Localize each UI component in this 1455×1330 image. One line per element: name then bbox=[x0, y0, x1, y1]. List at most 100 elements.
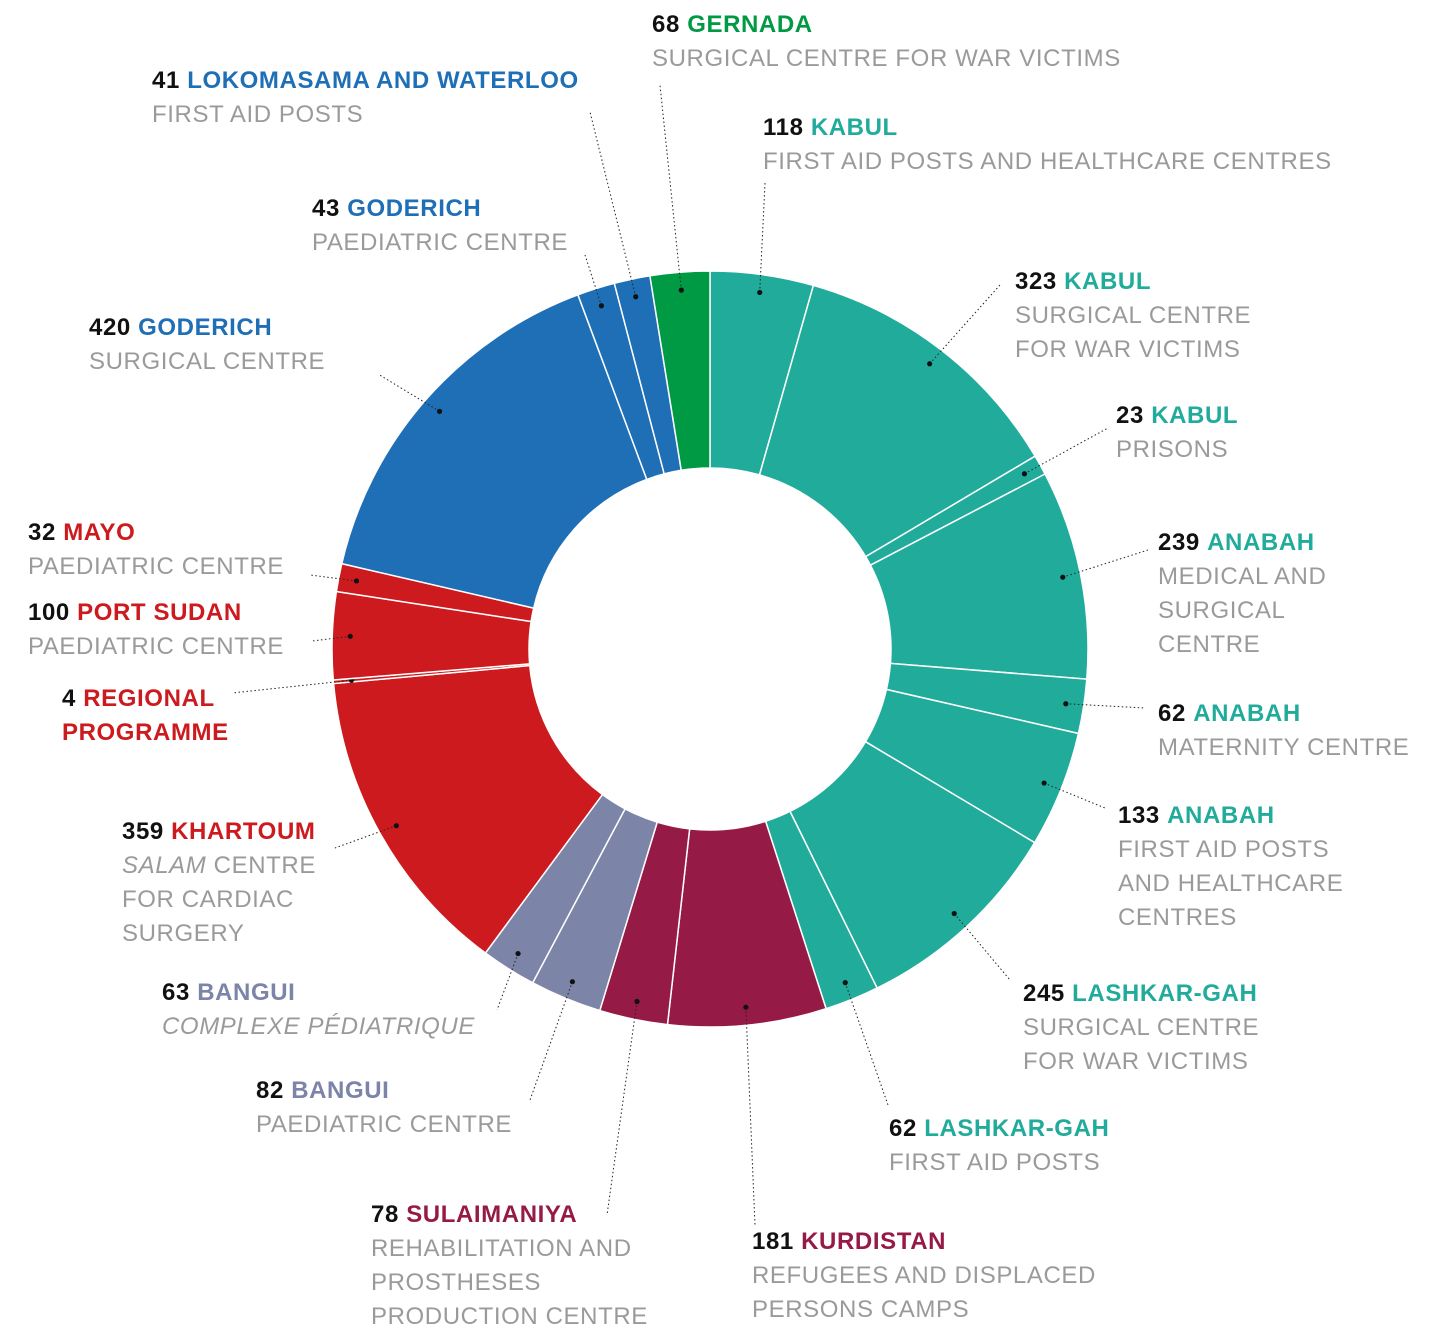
leader-dot bbox=[1041, 780, 1047, 786]
description: FIRST AID POSTS bbox=[889, 1149, 1101, 1176]
leader-line bbox=[745, 1007, 756, 1226]
category-label: KURDISTAN bbox=[801, 1228, 947, 1255]
segment-label: 41 LOKOMASAMA AND WATERLOO FIRST AID POST… bbox=[152, 64, 579, 132]
segment-label: 62 ANABAH MATERNITY CENTRE bbox=[1158, 697, 1409, 765]
leader-line bbox=[606, 1001, 638, 1216]
category-label: ANABAH bbox=[1193, 700, 1301, 727]
description: FIRST AID POSTS AND HEALTHCARE CENTRES bbox=[763, 148, 1332, 175]
category-label: KABUL bbox=[1151, 402, 1239, 429]
segment-label: 420 GODERICH SURGICAL CENTRE bbox=[89, 311, 325, 379]
donut-segment bbox=[649, 270, 711, 472]
description: REHABILITATION AND PROSTHESES PRODUCTION… bbox=[371, 1235, 648, 1330]
value-label: 133 bbox=[1118, 802, 1160, 829]
leader-line bbox=[589, 111, 637, 297]
category-label: SULAIMANIYA bbox=[406, 1201, 578, 1228]
category-label: KHARTOUM bbox=[171, 818, 316, 845]
category-label: REGIONAL PROGRAMME bbox=[62, 685, 229, 746]
value-label: 245 bbox=[1023, 980, 1065, 1007]
segment-label: 133 ANABAH FIRST AID POSTS AND HEALTHCARE… bbox=[1118, 799, 1368, 935]
segment-label: 63 BANGUI COMPLEXE PÉDIATRIQUE bbox=[162, 976, 475, 1044]
leader-dot bbox=[633, 294, 639, 300]
segment-label: 100 PORT SUDAN PAEDIATRIC CENTRE bbox=[28, 596, 284, 664]
value-label: 41 bbox=[152, 67, 180, 94]
leader-line bbox=[1062, 549, 1149, 578]
leader-line bbox=[311, 635, 351, 642]
segment-label: 181 KURDISTAN REFUGEES AND DISPLACED PERS… bbox=[752, 1225, 1132, 1327]
category-label: GERNADA bbox=[687, 11, 813, 38]
leader-line bbox=[1065, 703, 1146, 709]
segment-label: 118 KABUL FIRST AID POSTS AND HEALTHCARE … bbox=[763, 111, 1332, 179]
leader-dot bbox=[436, 408, 443, 414]
segment-label: 245 LASHKAR-GAH SURGICAL CENTRE FOR WAR V… bbox=[1023, 977, 1288, 1079]
leader-dot bbox=[1060, 574, 1066, 580]
description: SURGICAL CENTRE FOR WAR VICTIMS bbox=[1015, 302, 1252, 363]
category-label: LASHKAR-GAH bbox=[1072, 980, 1258, 1007]
leader-line bbox=[584, 254, 602, 306]
leader-line bbox=[529, 981, 573, 1101]
leader-line bbox=[844, 982, 889, 1106]
leader-dot bbox=[842, 980, 848, 986]
value-label: 68 bbox=[652, 11, 680, 38]
leader-line bbox=[1043, 782, 1106, 809]
leader-line bbox=[953, 913, 1011, 981]
segment-label: 32 MAYO PAEDIATRIC CENTRE bbox=[28, 516, 284, 584]
leader-dot bbox=[927, 361, 933, 367]
leader-dot bbox=[515, 950, 521, 957]
category-label: GODERICH bbox=[347, 195, 482, 222]
value-label: 181 bbox=[752, 1228, 794, 1255]
value-label: 323 bbox=[1015, 268, 1057, 295]
leader-line bbox=[377, 373, 440, 412]
category-label: KABUL bbox=[810, 114, 898, 141]
leader-dot bbox=[598, 303, 605, 309]
leader-line bbox=[231, 679, 352, 694]
segment-label: 323 KABUL SURGICAL CENTRE FOR WAR VICTIMS bbox=[1015, 265, 1275, 367]
value-label: 23 bbox=[1116, 402, 1144, 429]
segment-label: 359 KHARTOUM SALAM CENTRE FOR CARDIAC SUR… bbox=[122, 815, 337, 951]
category-label: ANABAH bbox=[1167, 802, 1275, 829]
segment-label: 62 LASHKAR-GAH FIRST AID POSTS bbox=[889, 1112, 1109, 1180]
leader-dot bbox=[757, 289, 763, 296]
category-label: LASHKAR-GAH bbox=[924, 1115, 1110, 1142]
leader-line bbox=[334, 825, 397, 849]
description: PRISONS bbox=[1116, 436, 1229, 463]
value-label: 78 bbox=[371, 1201, 399, 1228]
description: SURGICAL CENTRE FOR WAR VICTIMS bbox=[1023, 1014, 1260, 1075]
donut-segment bbox=[332, 664, 604, 955]
leader-dot bbox=[678, 287, 684, 293]
category-label: LOKOMASAMA AND WATERLOO bbox=[187, 67, 579, 94]
segment-label: 82 BANGUI PAEDIATRIC CENTRE bbox=[256, 1074, 512, 1142]
description: FIRST AID POSTS bbox=[152, 101, 364, 128]
leader-dot bbox=[353, 578, 360, 584]
segment-label: 43 GODERICH PAEDIATRIC CENTRE bbox=[312, 192, 568, 260]
description: SURGICAL CENTRE FOR WAR VICTIMS bbox=[652, 45, 1121, 72]
value-label: 118 bbox=[763, 114, 804, 141]
description: PAEDIATRIC CENTRE bbox=[256, 1111, 513, 1138]
leader-dot bbox=[1021, 471, 1028, 477]
category-label: GODERICH bbox=[138, 314, 273, 341]
segment-label: 68 GERNADA SURGICAL CENTRE FOR WAR VICTIM… bbox=[652, 8, 1121, 76]
description: COMPLEXE PÉDIATRIQUE bbox=[162, 1010, 475, 1044]
category-label: ANABAH bbox=[1207, 529, 1315, 556]
description-italic: COMPLEXE PÉDIATRIQUE bbox=[162, 1013, 475, 1040]
leader-dot bbox=[393, 823, 399, 829]
description: FIRST AID POSTS AND HEALTHCARE CENTRES bbox=[1118, 836, 1344, 931]
leader-dot bbox=[1063, 701, 1069, 707]
donut-segment bbox=[758, 284, 1037, 558]
category-label: PORT SUDAN bbox=[77, 599, 242, 626]
value-label: 62 bbox=[889, 1115, 917, 1142]
description: SURGICAL CENTRE bbox=[89, 348, 326, 375]
category-label: MAYO bbox=[63, 519, 136, 546]
value-label: 4 bbox=[62, 685, 76, 712]
segment-label: 78 SULAIMANIYA REHABILITATION AND PROSTHE… bbox=[371, 1198, 671, 1330]
description: PAEDIATRIC CENTRE bbox=[312, 229, 569, 256]
value-label: 82 bbox=[256, 1077, 284, 1104]
description: MEDICAL AND SURGICAL CENTRE bbox=[1158, 563, 1327, 658]
category-label: BANGUI bbox=[197, 979, 296, 1006]
leader-dot bbox=[743, 1004, 749, 1010]
category-label: BANGUI bbox=[291, 1077, 390, 1104]
value-label: 359 bbox=[122, 818, 164, 845]
description: REFUGEES AND DISPLACED PERSONS CAMPS bbox=[752, 1262, 1096, 1323]
value-label: 62 bbox=[1158, 700, 1186, 727]
